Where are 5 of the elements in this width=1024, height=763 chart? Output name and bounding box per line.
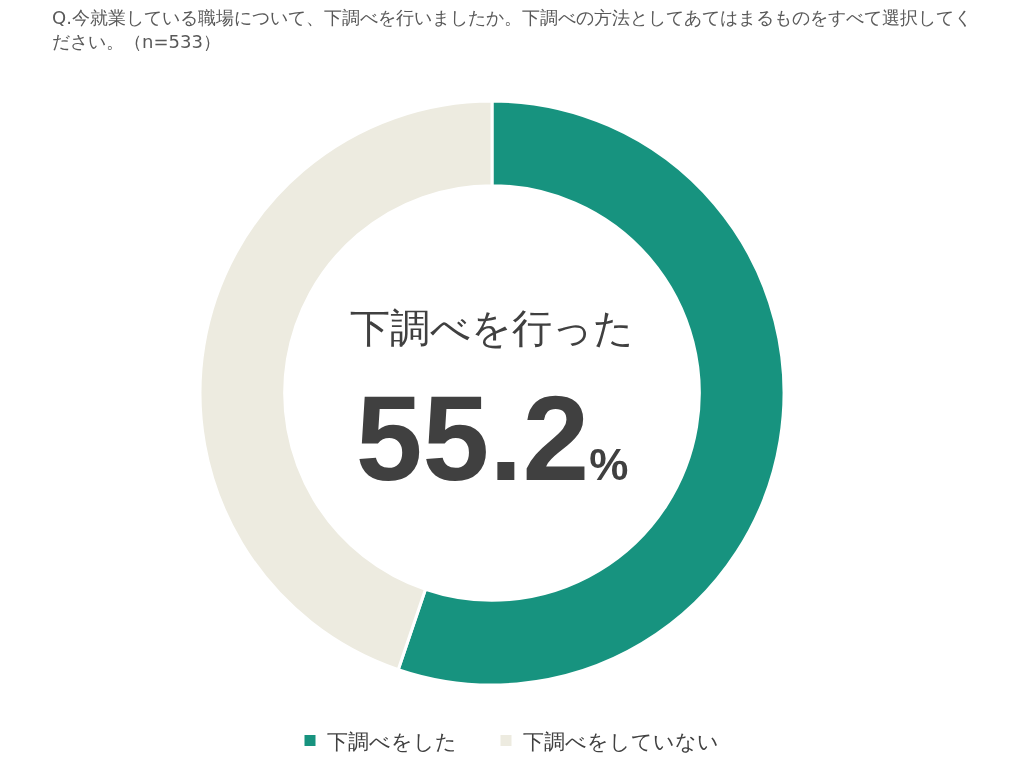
chart-title: Q.今就業している職場について、下調べを行いましたか。下調べの方法としてあてはまるものをすべて選択してください。（n=533） [52,6,973,54]
text: 下調べを行った [350,305,634,351]
legend-label: 下調べをしていない [522,730,719,754]
legend-label: 下調べをした [326,730,457,754]
data-label: 55.2% [355,371,629,505]
